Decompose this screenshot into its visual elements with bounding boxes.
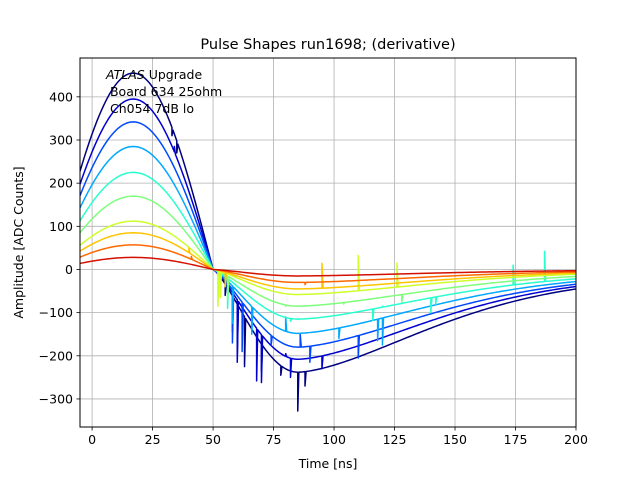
x-axis-label: Time [ns] <box>298 456 358 471</box>
series-line-7 <box>80 220 576 307</box>
x-tick-label: 175 <box>504 432 528 447</box>
series-line-4 <box>80 145 576 346</box>
x-tick-label: 75 <box>266 432 282 447</box>
annotation-atlas: ATLAS <box>105 67 145 82</box>
series-line-5 <box>80 171 576 323</box>
y-tick-label: 300 <box>49 133 73 148</box>
x-tick-label: 50 <box>205 432 221 447</box>
series-line-6 <box>80 195 576 307</box>
annotation-line-3: Ch054 7dB lo <box>106 101 194 116</box>
x-tick-label: 200 <box>564 432 588 447</box>
series-line-1 <box>80 72 576 412</box>
series-lines <box>80 72 576 412</box>
series-line-10 <box>80 256 576 277</box>
y-tick-label: −300 <box>39 391 73 406</box>
x-tick-label: 25 <box>145 432 161 447</box>
atlas-annotation: ATLAS Upgrade Board 634 25ohm Ch054 7dB … <box>105 67 222 116</box>
series-line-8 <box>80 232 576 290</box>
annotation-line-2: Board 634 25ohm <box>106 84 222 99</box>
series-line-9 <box>80 244 576 286</box>
y-tick-label: 400 <box>49 89 73 104</box>
x-tick-label: 150 <box>443 432 467 447</box>
x-tick-label: 0 <box>88 432 96 447</box>
series-line-3 <box>80 121 576 364</box>
x-axis-ticks: 0 25 50 75 100 125 150 175 200 <box>88 427 588 447</box>
grid-lines <box>80 58 577 427</box>
chart-title: Pulse Shapes run1698; (derivative) <box>200 37 455 53</box>
y-tick-label: −200 <box>39 348 73 363</box>
y-axis-ticks: −300 −200 −100 0 100 200 300 400 <box>39 89 80 406</box>
y-tick-label: 100 <box>49 219 73 234</box>
plot-frame <box>79 57 577 428</box>
annotation-line-1: ATLAS Upgrade <box>105 67 202 82</box>
y-tick-label: −100 <box>39 305 73 320</box>
annotation-upgrade: Upgrade <box>145 67 203 82</box>
y-tick-label: 200 <box>49 176 73 191</box>
x-tick-label: 100 <box>322 432 346 447</box>
x-tick-label: 125 <box>383 432 407 447</box>
y-tick-label: 0 <box>65 262 73 277</box>
y-axis-label: Amplitude [ADC Counts] <box>11 166 26 318</box>
